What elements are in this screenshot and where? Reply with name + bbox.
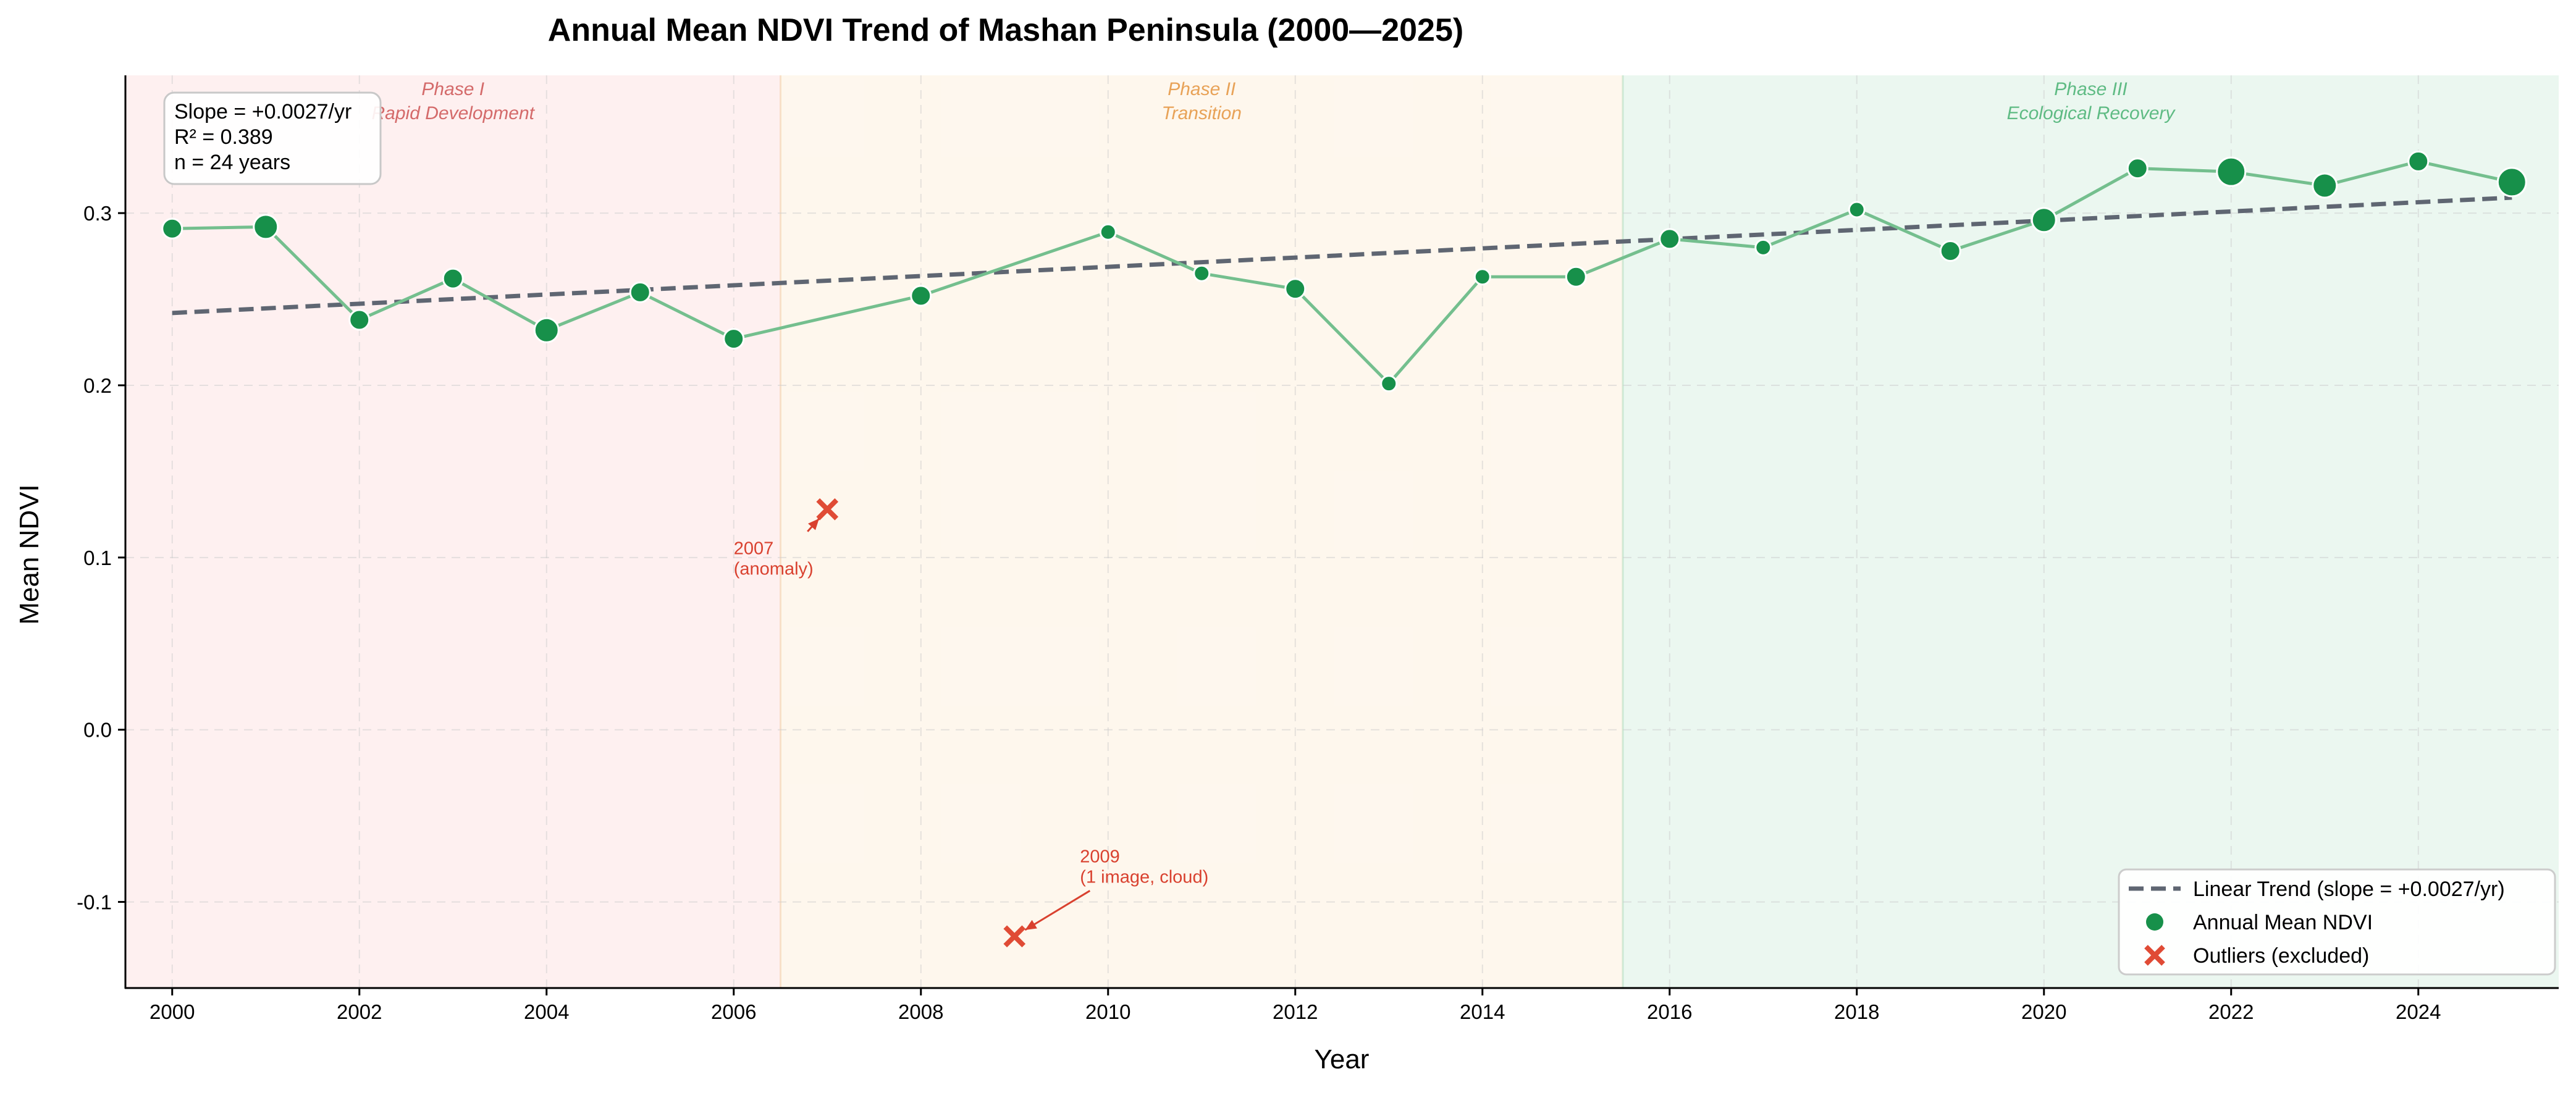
phase-title-1: Phase I (421, 79, 484, 99)
trend-line (172, 195, 2512, 316)
x-axis-label: Year (1315, 1044, 1370, 1074)
x-tick-label: 2010 (1085, 1000, 1130, 1023)
phase-title-2: Phase II (1168, 79, 1235, 99)
ndvi-point-2005 (629, 281, 651, 303)
legend-outlier-swatch (2144, 945, 2165, 966)
annotation-1-line-2: (anomaly) (734, 559, 814, 579)
ndvi-point-2011 (1193, 264, 1211, 282)
ndvi-point-2003 (442, 267, 464, 290)
x-tick-label: 2000 (149, 1000, 195, 1023)
x-tick-label: 2014 (1460, 1000, 1505, 1023)
ndvi-point-2008 (910, 285, 932, 307)
ndvi-point-2002 (348, 309, 371, 331)
ndvi-point-2012 (1284, 278, 1307, 300)
stats-box: Slope = +0.0027/yr R² = 0.389 n = 24 yea… (163, 91, 382, 185)
stats-sample-size: n = 24 years (174, 151, 290, 174)
x-tick-label: 2018 (1834, 1000, 1879, 1023)
legend-ndvi-swatch (2146, 913, 2163, 931)
ndvi-point-2004 (533, 317, 560, 343)
ndvi-point-2022 (2216, 156, 2247, 187)
phase-subtitle-2: Transition (1162, 103, 1242, 124)
ndvi-point-2001 (253, 214, 279, 240)
y-tick-label: 0.0 (83, 719, 112, 742)
ndvi-point-2013 (1380, 375, 1398, 393)
x-tick-label: 2006 (711, 1000, 756, 1023)
x-tick-label: 2012 (1273, 1000, 1318, 1023)
x-tick-label: 2024 (2396, 1000, 2441, 1023)
legend: Linear Trend (slope = +0.0027/yr) Annual… (2118, 868, 2556, 976)
chart-title: Annual Mean NDVI Trend of Mashan Peninsu… (548, 12, 1463, 48)
phase-subtitle-3: Ecological Recovery (2007, 103, 2176, 124)
y-axis-label: Mean NDVI (14, 484, 44, 624)
legend-frame (2118, 868, 2556, 976)
x-tick-label: 2008 (898, 1000, 943, 1023)
x-tick-label: 2002 (337, 1000, 382, 1023)
phase-band-2 (780, 75, 1623, 988)
ndvi-point-2018 (1848, 201, 1866, 219)
phase-band-3 (1623, 75, 2559, 988)
ndvi-point-2015 (1565, 266, 1587, 288)
y-tick-label: -0.1 (77, 891, 112, 914)
annotation-2-arrowhead (1025, 919, 1037, 930)
y-tick-label: 0.1 (83, 546, 112, 569)
ndvi-series-line (172, 159, 2512, 385)
outlier-stroke (1003, 925, 1026, 948)
x-tick-label: 2022 (2208, 1000, 2254, 1023)
stats-r-squared: R² = 0.389 (174, 125, 273, 149)
ndvi-point-2023 (2312, 172, 2338, 199)
phase-title-3: Phase III (2054, 79, 2127, 99)
outlier-point-2007 (816, 498, 839, 521)
annotation-2-line-2: (1 image, cloud) (1080, 867, 1208, 887)
ndvi-point-2016 (1659, 228, 1681, 250)
ndvi-point-2020 (2031, 207, 2057, 233)
phase-subtitle-1: Rapid Development (372, 103, 536, 124)
ndvi-point-2024 (2407, 150, 2430, 172)
outlier-stroke (816, 498, 839, 521)
ndvi-point-2017 (1754, 238, 1772, 256)
ndvi-point-2014 (1473, 268, 1491, 286)
annotation-2-line-1: 2009 (1080, 847, 1120, 866)
stats-slope: Slope = +0.0027/yr (174, 100, 351, 124)
legend-trend-label: Linear Trend (slope = +0.0027/yr) (2193, 877, 2505, 901)
annotation-1-arrowhead (808, 518, 819, 530)
ndvi-point-2025 (2496, 167, 2527, 198)
legend-ndvi-label: Annual Mean NDVI (2193, 911, 2373, 934)
x-tick-label: 2004 (524, 1000, 569, 1023)
legend-outlier-label: Outliers (excluded) (2193, 944, 2369, 968)
x-tick-label: 2020 (2021, 1000, 2066, 1023)
stats-box-frame (163, 91, 382, 185)
annotation-1-line-1: 2007 (734, 538, 774, 558)
ndvi-point-2010 (1099, 223, 1117, 241)
ndvi-point-2019 (1939, 240, 1961, 262)
annotation-2-arrow (1024, 890, 1091, 931)
phase-band-1 (125, 75, 781, 988)
y-tick-label: 0.3 (83, 202, 112, 225)
outlier-point-2009 (1003, 925, 1026, 948)
ndvi-point-2000 (161, 217, 183, 240)
ndvi-point-2021 (2126, 157, 2149, 180)
y-tick-label: 0.2 (83, 374, 112, 397)
x-tick-label: 2016 (1647, 1000, 1692, 1023)
ndvi-point-2006 (723, 328, 745, 350)
